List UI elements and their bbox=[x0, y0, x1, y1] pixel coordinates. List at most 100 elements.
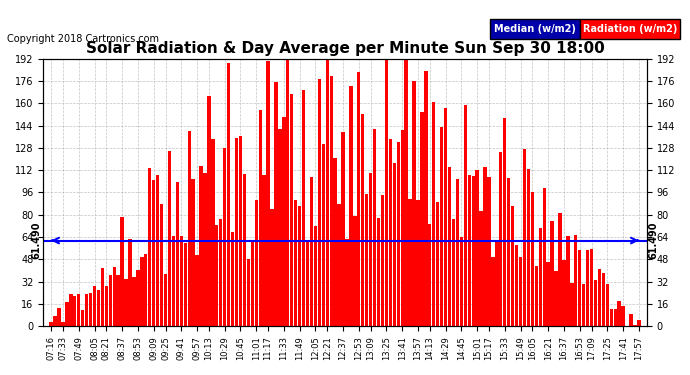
Bar bbox=[357, 72, 360, 326]
Bar bbox=[562, 260, 566, 326]
Bar bbox=[286, 59, 290, 326]
Bar bbox=[606, 284, 609, 326]
Bar bbox=[526, 169, 530, 326]
Bar bbox=[235, 138, 238, 326]
Bar bbox=[519, 257, 522, 326]
Bar bbox=[542, 188, 546, 326]
Bar bbox=[594, 280, 597, 326]
Bar bbox=[388, 139, 392, 326]
Bar bbox=[247, 259, 250, 326]
Bar bbox=[342, 132, 345, 326]
Bar bbox=[404, 59, 408, 326]
Bar bbox=[531, 192, 534, 326]
Bar bbox=[132, 277, 136, 326]
Bar bbox=[369, 173, 373, 326]
Bar bbox=[282, 117, 286, 326]
Bar bbox=[590, 249, 593, 326]
Bar bbox=[456, 179, 459, 326]
Bar bbox=[408, 200, 412, 326]
Bar bbox=[223, 148, 226, 326]
Bar bbox=[452, 219, 455, 326]
Bar bbox=[345, 239, 348, 326]
Bar bbox=[420, 112, 424, 326]
Text: Median (w/m2): Median (w/m2) bbox=[494, 24, 575, 34]
Bar bbox=[290, 94, 293, 326]
Bar bbox=[337, 204, 341, 326]
Bar bbox=[89, 292, 92, 326]
Bar bbox=[317, 79, 321, 326]
Bar bbox=[551, 221, 554, 326]
Bar bbox=[480, 211, 483, 326]
Bar bbox=[637, 320, 640, 326]
Bar bbox=[440, 127, 443, 326]
Bar bbox=[393, 163, 396, 326]
Bar bbox=[377, 218, 380, 326]
Bar bbox=[199, 166, 203, 326]
Bar bbox=[108, 274, 112, 326]
Bar bbox=[428, 224, 431, 326]
Bar bbox=[353, 216, 357, 326]
Bar bbox=[326, 59, 329, 326]
Bar bbox=[298, 206, 302, 326]
Bar bbox=[487, 177, 491, 326]
Bar bbox=[262, 175, 266, 326]
Bar bbox=[566, 236, 569, 326]
Title: Solar Radiation & Day Average per Minute Sun Sep 30 18:00: Solar Radiation & Day Average per Minute… bbox=[86, 41, 604, 56]
Bar bbox=[270, 209, 274, 326]
Bar bbox=[184, 243, 187, 326]
Bar bbox=[255, 200, 258, 326]
Bar bbox=[495, 240, 499, 326]
Bar bbox=[618, 301, 621, 326]
Bar bbox=[121, 217, 124, 326]
Text: 61.490: 61.490 bbox=[649, 222, 659, 259]
Bar bbox=[539, 228, 542, 326]
Bar bbox=[330, 76, 333, 326]
Bar bbox=[259, 110, 262, 326]
Bar bbox=[578, 251, 582, 326]
Bar bbox=[574, 234, 578, 326]
Bar bbox=[471, 176, 475, 326]
Bar bbox=[164, 274, 167, 326]
Bar bbox=[460, 237, 463, 326]
Bar bbox=[515, 244, 518, 326]
Bar bbox=[204, 172, 206, 326]
Bar bbox=[219, 219, 222, 326]
Bar bbox=[278, 129, 282, 326]
Bar bbox=[365, 194, 368, 326]
Bar bbox=[140, 257, 144, 326]
Bar bbox=[117, 276, 120, 326]
Bar bbox=[207, 96, 210, 326]
Bar bbox=[231, 232, 234, 326]
Bar bbox=[148, 168, 151, 326]
Bar bbox=[511, 206, 514, 326]
Bar bbox=[570, 283, 573, 326]
Bar bbox=[57, 308, 61, 326]
Bar bbox=[554, 272, 558, 326]
Bar bbox=[397, 142, 400, 326]
Bar bbox=[266, 61, 270, 326]
Bar bbox=[250, 242, 254, 326]
Bar bbox=[582, 284, 585, 326]
Bar bbox=[211, 139, 215, 326]
Bar bbox=[85, 294, 88, 326]
Bar bbox=[227, 63, 230, 326]
Bar bbox=[322, 144, 325, 326]
Bar bbox=[101, 268, 104, 326]
Bar bbox=[413, 81, 415, 326]
Bar bbox=[172, 236, 175, 326]
Bar bbox=[77, 294, 81, 326]
Text: 61.490: 61.490 bbox=[31, 222, 41, 259]
Bar bbox=[168, 151, 171, 326]
Bar bbox=[629, 314, 633, 326]
Bar bbox=[294, 200, 297, 326]
Bar bbox=[176, 182, 179, 326]
Text: Copyright 2018 Cartronics.com: Copyright 2018 Cartronics.com bbox=[7, 34, 159, 44]
Bar bbox=[73, 296, 77, 326]
Bar bbox=[314, 226, 317, 326]
Bar bbox=[507, 178, 511, 326]
Bar bbox=[349, 86, 353, 326]
Bar bbox=[400, 130, 404, 326]
Bar bbox=[93, 286, 96, 326]
Bar bbox=[306, 242, 309, 326]
Bar bbox=[432, 102, 435, 326]
